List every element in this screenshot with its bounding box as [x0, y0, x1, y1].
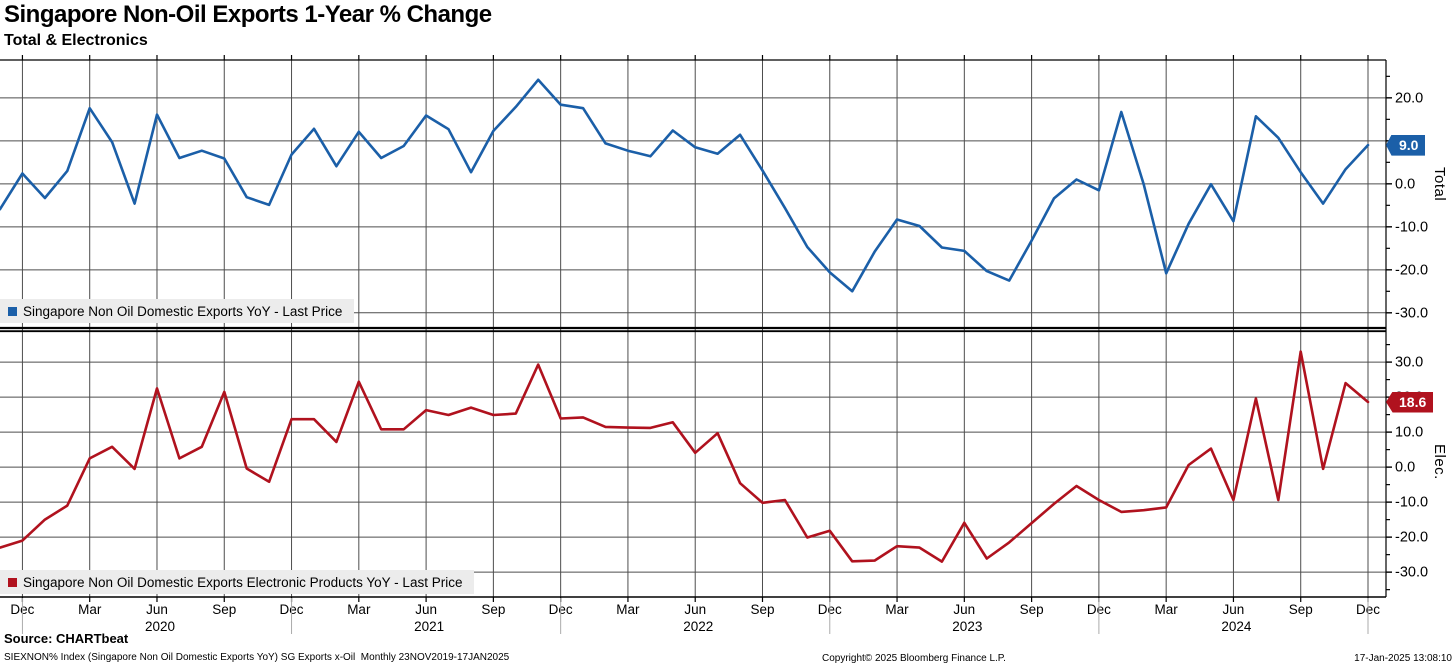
total-last-price-badge[interactable]: 9.0	[1386, 134, 1426, 156]
y-tick-label: 0.0	[1395, 176, 1415, 192]
y-tick-label: -30.0	[1395, 305, 1428, 321]
y-tick-label: 10.0	[1395, 425, 1423, 441]
y-tick-label: -10.0	[1395, 219, 1428, 235]
year-label: 2020	[145, 619, 175, 634]
x-tick-label: Jun	[1223, 602, 1245, 617]
source-label: Source: CHARTbeat	[4, 631, 129, 646]
total-series-line	[0, 78, 1370, 293]
year-label: 2024	[1221, 619, 1252, 634]
x-tick-label: Jun	[684, 602, 706, 617]
legend-electronics-label: Singapore Non Oil Domestic Exports Elect…	[23, 574, 463, 590]
ticker-description: SIEXNON% Index (Singapore Non Oil Domest…	[4, 652, 510, 663]
legend-total-label: Singapore Non Oil Domestic Exports YoY -…	[23, 303, 343, 319]
x-tick-label: Mar	[616, 602, 640, 617]
electronics-last-price-badge[interactable]: 18.6	[1386, 391, 1434, 413]
legend-electronics[interactable]: Singapore Non Oil Domestic Exports Elect…	[0, 570, 475, 594]
electronics-series-swatch-icon	[8, 577, 17, 587]
x-tick-label: Jun	[146, 602, 168, 617]
x-tick-label: Mar	[885, 602, 909, 617]
page-subtitle: Total & Electronics	[4, 32, 148, 49]
x-tick-label: Mar	[1155, 602, 1179, 617]
axis-label-total: Total	[1431, 167, 1448, 202]
y-tick-label: -20.0	[1395, 530, 1428, 546]
axis-label-electronics: Elec.	[1431, 444, 1448, 480]
x-tick-label: Jun	[953, 602, 975, 617]
timestamp-label: 17-Jan-2025 13:08:10	[1354, 653, 1452, 664]
x-tick-label: Mar	[78, 602, 102, 617]
legend-total[interactable]: Singapore Non Oil Domestic Exports YoY -…	[0, 299, 355, 323]
y-tick-label: -30.0	[1395, 565, 1428, 581]
copyright-label: Copyright© 2025 Bloomberg Finance L.P.	[822, 653, 1006, 664]
y-tick-label: -10.0	[1395, 495, 1428, 511]
x-tick-label: Sep	[1020, 602, 1044, 617]
x-tick-label: Sep	[1289, 602, 1313, 617]
electronics-series-line	[0, 350, 1370, 563]
y-tick-label: 20.0	[1395, 90, 1423, 106]
x-tick-label: Mar	[347, 602, 371, 617]
year-label: 2022	[683, 619, 713, 634]
year-label: 2023	[952, 619, 982, 634]
y-tick-label: 0.0	[1395, 460, 1415, 476]
y-tick-label: -20.0	[1395, 262, 1428, 278]
x-tick-label: Sep	[750, 602, 774, 617]
x-tick-label: Sep	[212, 602, 236, 617]
x-tick-label: Jun	[415, 602, 437, 617]
page-title: Singapore Non-Oil Exports 1-Year % Chang…	[4, 1, 492, 28]
y-tick-label: 30.0	[1395, 355, 1423, 371]
total-series-swatch-icon	[8, 306, 17, 316]
year-label: 2021	[414, 619, 444, 634]
x-tick-label: Sep	[481, 602, 505, 617]
